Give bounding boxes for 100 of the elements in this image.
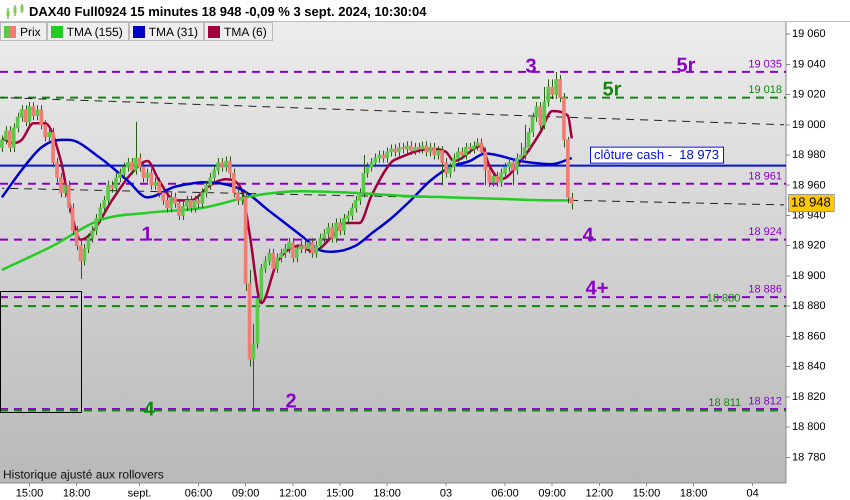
y-tick-label: 18 840 (792, 360, 826, 373)
candlestick (334, 218, 338, 244)
candlestick (385, 146, 389, 164)
candlestick (377, 150, 382, 164)
candlestick (32, 102, 36, 121)
candlestick (393, 144, 397, 158)
candlestick (275, 252, 279, 274)
candlestick (192, 195, 196, 213)
candlestick (381, 150, 386, 164)
annotation: Historique ajusté aux rollovers (3, 467, 164, 482)
candlestick (550, 78, 554, 100)
x-tick-label: 12:00 (279, 488, 307, 500)
candlestick (412, 142, 416, 156)
candlestick (290, 238, 295, 263)
x-tick-label: 15:00 (16, 488, 44, 500)
candlestick (146, 168, 150, 183)
y-tick-label: 18 860 (792, 330, 826, 342)
candlestick (63, 180, 67, 198)
candlestick (420, 140, 424, 154)
x-tick-label: sept. (128, 488, 152, 500)
candlestick (153, 177, 158, 190)
candlestick (397, 142, 401, 158)
candlestick (188, 195, 192, 213)
candlestick (424, 140, 428, 158)
candlestick (169, 192, 173, 213)
annotation: 3 (525, 56, 537, 78)
candlestick (495, 171, 499, 188)
candlestick (122, 162, 126, 178)
ref-line-label: 18 886 (748, 284, 782, 296)
candlestick (373, 153, 378, 168)
y-tick-label: 18 880 (792, 300, 826, 312)
y-tick-label: 18 780 (792, 451, 826, 464)
ref-line-label: 18 961 (748, 170, 782, 182)
candlestick (326, 222, 330, 239)
candlestick (24, 104, 28, 127)
text: 18 948 (791, 194, 831, 210)
y-tick-label: 18 800 (792, 421, 826, 434)
candlestick (432, 142, 436, 160)
y-tick-label: 18 920 (792, 240, 826, 252)
candlestick (200, 188, 204, 208)
y-tick-label: 19 040 (792, 58, 826, 70)
candlestick (306, 238, 310, 254)
x-tick-label: 06:00 (184, 488, 212, 500)
candlestick (134, 121, 138, 176)
candlestick (149, 168, 154, 190)
y-tick-label: 18 980 (792, 149, 826, 162)
candlestick (350, 202, 354, 221)
candlestick (240, 192, 244, 206)
candlestick (157, 177, 161, 198)
y-tick-label: 18 900 (792, 270, 826, 282)
line-series (0, 138, 574, 253)
y-tick-label: 19 000 (792, 118, 826, 131)
ref-line-label: 18 812 (748, 395, 782, 408)
x-tick-label: 03 (440, 488, 452, 500)
x-tick-label: 18:00 (680, 488, 708, 500)
y-tick-label: 19 020 (792, 88, 826, 101)
candlestick (468, 142, 472, 154)
ref-line-label: 19 035 (748, 58, 782, 70)
candlestick (28, 102, 32, 127)
candlestick (542, 86, 546, 130)
candlestick (408, 140, 413, 156)
candlestick (8, 126, 12, 152)
x-tick-label: 18:00 (62, 488, 90, 500)
candlestick (110, 180, 114, 194)
ref-line-label: 18 924 (748, 226, 782, 238)
candlestick (36, 104, 40, 121)
legend-label: Prix (20, 24, 41, 38)
candlestick (342, 213, 346, 236)
annotation: 2 (285, 390, 297, 413)
candlestick (400, 142, 405, 154)
x-tick-label: 12:00 (586, 488, 614, 500)
candlestick (440, 145, 444, 186)
candlestick (476, 138, 480, 151)
candlestick (436, 145, 440, 160)
annotation: 5r (602, 78, 622, 101)
candlestick (404, 140, 409, 154)
candlestick (416, 142, 420, 154)
x-tick-label: 18:00 (373, 488, 401, 500)
candlestick (220, 158, 224, 172)
candlestick (287, 238, 291, 254)
candlestick (130, 158, 134, 176)
candlestick (302, 240, 306, 254)
y-tick-label: 18 960 (792, 179, 826, 192)
x-tick-label: 15:00 (326, 488, 354, 500)
ref-line-label: 18 880 (706, 292, 740, 305)
candlestick (271, 248, 275, 274)
x-tick-label: 15:00 (632, 488, 660, 500)
legend-label: TMA (31) (148, 24, 198, 38)
ref-line-label: 19 018 (748, 84, 782, 96)
legend-label: TMA (6) (224, 24, 267, 38)
ref-line-label: clôture cash - 18 973 (594, 147, 720, 162)
candlestick (460, 146, 464, 160)
candlestick (224, 156, 228, 172)
candlestick (294, 244, 299, 263)
x-tick-label: 09:00 (232, 488, 260, 500)
candlestick (428, 142, 432, 158)
candlestick (522, 124, 526, 160)
candlestick (180, 201, 185, 221)
candlestick (196, 195, 200, 208)
candlestick (338, 218, 342, 236)
